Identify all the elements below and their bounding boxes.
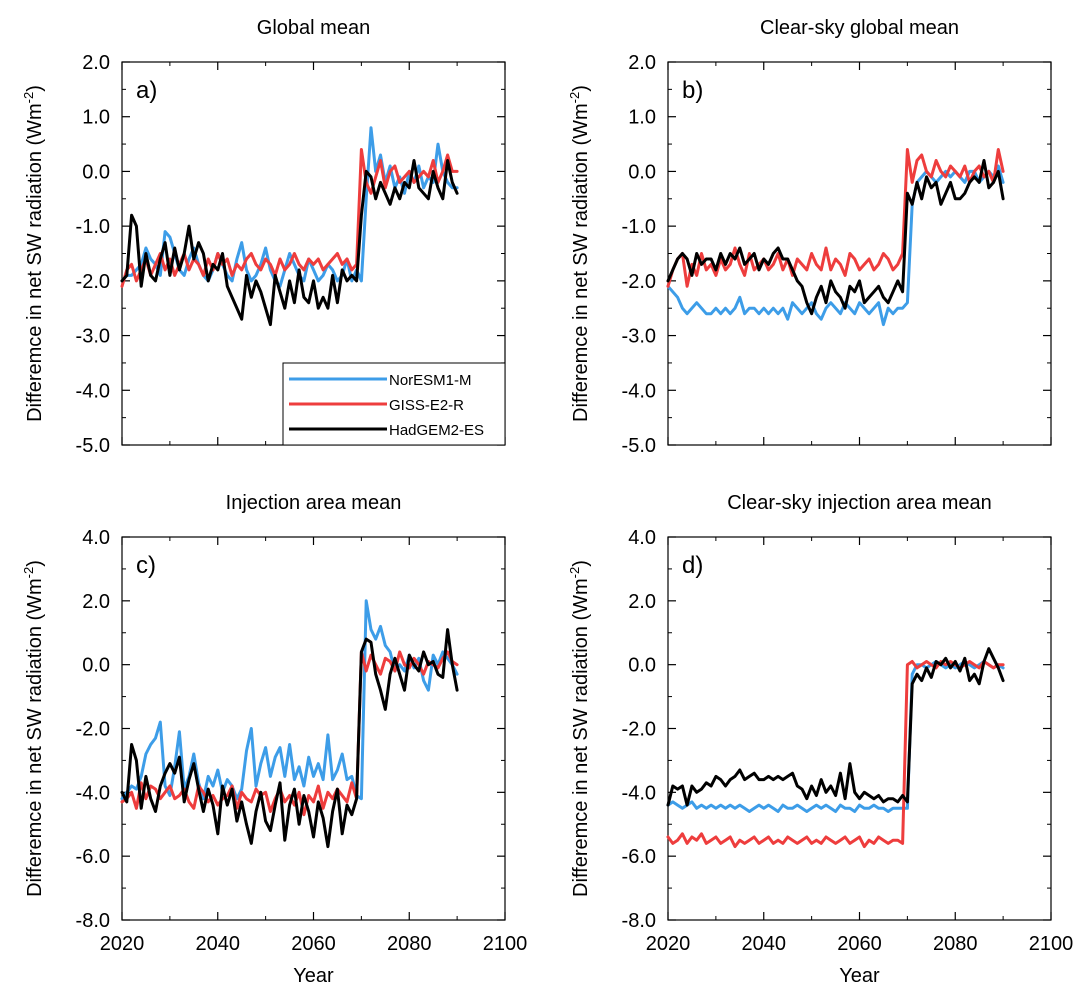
y-tick-label: -1.0: [622, 216, 656, 238]
y-tick-label: -8.0: [76, 910, 110, 932]
series-line-noresm1-m: [666, 660, 1005, 813]
x-axis-label: Year: [839, 965, 880, 987]
x-tick-label: 2100: [483, 933, 528, 955]
panel-3: Injection area mean 4.0 2.0 0.0 -2.0 -4.0 -6.0…: [21, 492, 527, 987]
legend: NorESM1-M GISS-E2-R HadGEM2-ES: [282, 362, 506, 446]
y-axis-label-close: ): [570, 85, 592, 92]
x-tick-label: 2020: [646, 933, 691, 955]
x-tick-label: 2080: [933, 933, 978, 955]
panel-letter: d): [682, 552, 703, 579]
y-axis-label-close: ): [570, 560, 592, 567]
y-tick-label: -6.0: [622, 846, 656, 868]
y-tick-label: 2.0: [82, 52, 110, 74]
y-tick-label: -3.0: [76, 326, 110, 348]
y-tick-label: 1.0: [628, 107, 656, 129]
x-tick-label: 2040: [196, 933, 241, 955]
y-tick-label: 4.0: [628, 527, 656, 549]
y-axis-label-superscript: -2: [567, 567, 582, 579]
y-axis-label-close: ): [24, 560, 46, 567]
plot-frame: [667, 61, 1052, 446]
y-tick-label: -8.0: [622, 910, 656, 932]
y-tick-label: 1.0: [82, 107, 110, 129]
x-tick-label: 2100: [1029, 933, 1074, 955]
series-line-hadgem2-es: [120, 159, 459, 327]
y-tick-label: -4.0: [76, 782, 110, 804]
y-tick-label: -4.0: [76, 380, 110, 402]
y-tick-label: -3.0: [622, 326, 656, 348]
legend-label-hadgem2-es: HadGEM2-ES: [389, 422, 484, 439]
y-tick-label: 2.0: [628, 591, 656, 613]
plot-frame: [667, 536, 1052, 921]
y-tick-label: -2.0: [622, 719, 656, 741]
y-axis-label-text: Differemce in net SW radiation (Wm: [24, 103, 46, 422]
y-tick-label: 0.0: [82, 161, 110, 183]
y-tick-label: -5.0: [622, 435, 656, 457]
y-tick-label: 0.0: [82, 655, 110, 677]
legend-label-giss-e2-r: GISS-E2-R: [389, 397, 464, 414]
y-tick-label: -4.0: [622, 380, 656, 402]
x-tick-label: 2060: [291, 933, 336, 955]
y-axis-label-text: Differemce in net SW radiation (Wm: [570, 103, 592, 422]
panel-title: Clear-sky injection area mean: [727, 492, 992, 514]
panel-title: Global mean: [257, 17, 370, 39]
y-axis-label: Differemce in net SW radiation (Wm-2): [567, 560, 592, 897]
legend-label-noresm1-m: NorESM1-M: [389, 372, 472, 389]
y-axis-label-text: Differemce in net SW radiation (Wm: [570, 578, 592, 897]
x-tick-label: 2080: [387, 933, 432, 955]
y-tick-label: 2.0: [82, 591, 110, 613]
y-tick-label: 0.0: [628, 655, 656, 677]
panel-2: Clear-sky global mean 2.0 1.0 0.0 -1.0 -2.0 -3…: [567, 17, 1052, 457]
x-axis-label: Year: [293, 965, 334, 987]
y-axis-label: Differemce in net SW radiation (Wm-2): [21, 85, 46, 422]
panel-1: Global mean 2.0 1.0 0.0 -1.0 -2.0 -3.0 -4.0 -5.0…: [21, 17, 506, 457]
x-tick-label: 2020: [100, 933, 145, 955]
y-axis-label-text: Differemce in net SW radiation (Wm: [24, 578, 46, 897]
x-tick-label: 2060: [837, 933, 882, 955]
y-axis-label: Differemce in net SW radiation (Wm-2): [21, 560, 46, 897]
panel-4: Clear-sky injection area mean 4.0 2.0 0.0 -2…: [567, 492, 1073, 987]
series-line-giss-e2-r: [666, 660, 1005, 849]
y-axis-label: Differemce in net SW radiation (Wm-2): [567, 85, 592, 422]
panel-title: Injection area mean: [226, 492, 402, 514]
y-tick-label: -1.0: [76, 216, 110, 238]
panel-letter: b): [682, 77, 703, 104]
series-line-hadgem2-es: [666, 159, 1005, 316]
series-line-giss-e2-r: [120, 650, 459, 817]
panel-title: Clear-sky global mean: [760, 17, 959, 39]
series-line-hadgem2-es: [120, 628, 459, 849]
y-axis-label-superscript: -2: [567, 92, 582, 104]
series-line-giss-e2-r: [666, 148, 1005, 288]
y-axis-label-close: ): [24, 85, 46, 92]
y-axis-label-superscript: -2: [21, 92, 36, 104]
y-tick-label: 2.0: [628, 52, 656, 74]
y-tick-label: 0.0: [628, 161, 656, 183]
panel-letter: a): [136, 77, 157, 104]
series-line-hadgem2-es: [666, 647, 1005, 807]
y-tick-label: 4.0: [82, 527, 110, 549]
x-tick-label: 2040: [742, 933, 787, 955]
y-tick-label: -5.0: [76, 435, 110, 457]
y-tick-label: -2.0: [76, 271, 110, 293]
y-tick-label: -6.0: [76, 846, 110, 868]
y-tick-label: -4.0: [622, 782, 656, 804]
y-tick-label: -2.0: [622, 271, 656, 293]
panel-letter: c): [136, 552, 156, 579]
series-line-noresm1-m: [120, 599, 459, 801]
y-tick-label: -2.0: [76, 719, 110, 741]
plot-frame: [121, 536, 506, 921]
y-axis-label-superscript: -2: [21, 567, 36, 579]
